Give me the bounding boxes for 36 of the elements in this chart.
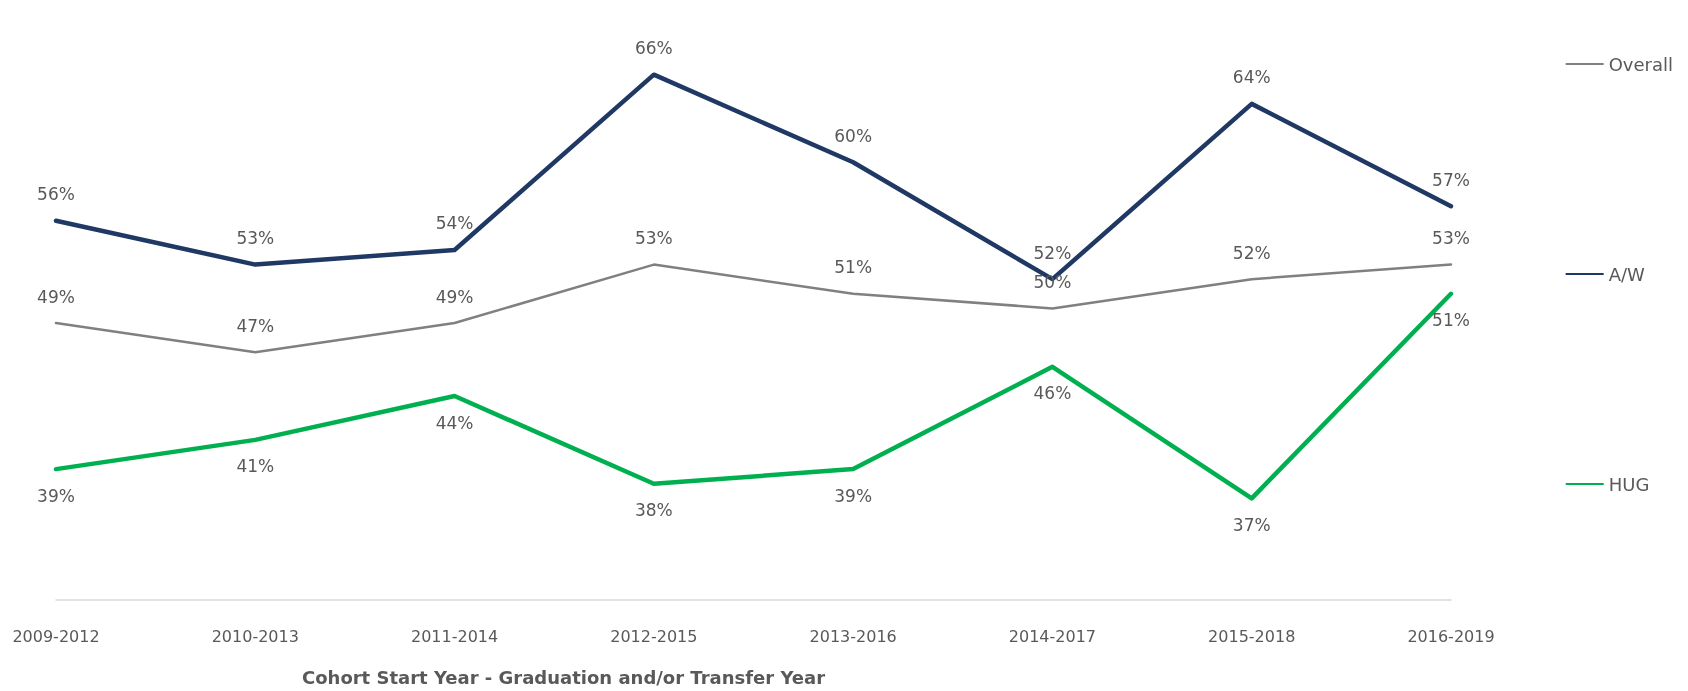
data-label: 52% xyxy=(1232,242,1271,263)
data-label: 39% xyxy=(37,485,75,506)
x-tick-label: 2014-2017 xyxy=(1008,626,1097,646)
data-label: 51% xyxy=(834,257,873,278)
data-label: 54% xyxy=(435,213,474,234)
x-tick-label: 2012-2015 xyxy=(610,626,698,646)
data-label: 64% xyxy=(1232,67,1271,88)
data-label: 52% xyxy=(1033,242,1072,263)
data-label: 57% xyxy=(1432,169,1470,190)
data-label: 37% xyxy=(1232,514,1271,535)
x-tick-label: 2010-2013 xyxy=(211,626,299,646)
x-tick-label: 2009-2012 xyxy=(12,626,100,646)
x-tick-label: 2011-2014 xyxy=(410,626,499,646)
x-tick-label: 2015-2018 xyxy=(1208,626,1296,646)
data-label: 38% xyxy=(634,500,673,521)
data-label: 53% xyxy=(236,228,275,249)
legend-label: Overall xyxy=(1608,53,1673,75)
legend-label: HUG xyxy=(1608,473,1650,495)
data-label: 47% xyxy=(236,315,275,336)
data-label: 60% xyxy=(834,125,873,146)
data-label: 49% xyxy=(37,286,75,307)
x-tick-label: 2016-2019 xyxy=(1407,626,1495,646)
x-tick-label: 2013-2016 xyxy=(809,626,897,646)
legend-label: A/W xyxy=(1608,263,1646,285)
data-label: 53% xyxy=(1432,228,1470,249)
data-label: 39% xyxy=(834,485,873,506)
data-label: 44% xyxy=(435,412,474,433)
data-label: 66% xyxy=(634,38,673,59)
x-axis-title: Cohort Start Year - Graduation and/or Transfer Year xyxy=(301,666,826,688)
data-label: 56% xyxy=(37,184,75,205)
data-label: 41% xyxy=(236,456,275,477)
data-label: 46% xyxy=(1033,383,1072,404)
data-label: 53% xyxy=(634,228,673,249)
data-label: 51% xyxy=(1432,310,1470,331)
data-label: 49% xyxy=(435,286,474,307)
data-label: 50% xyxy=(1033,271,1072,292)
